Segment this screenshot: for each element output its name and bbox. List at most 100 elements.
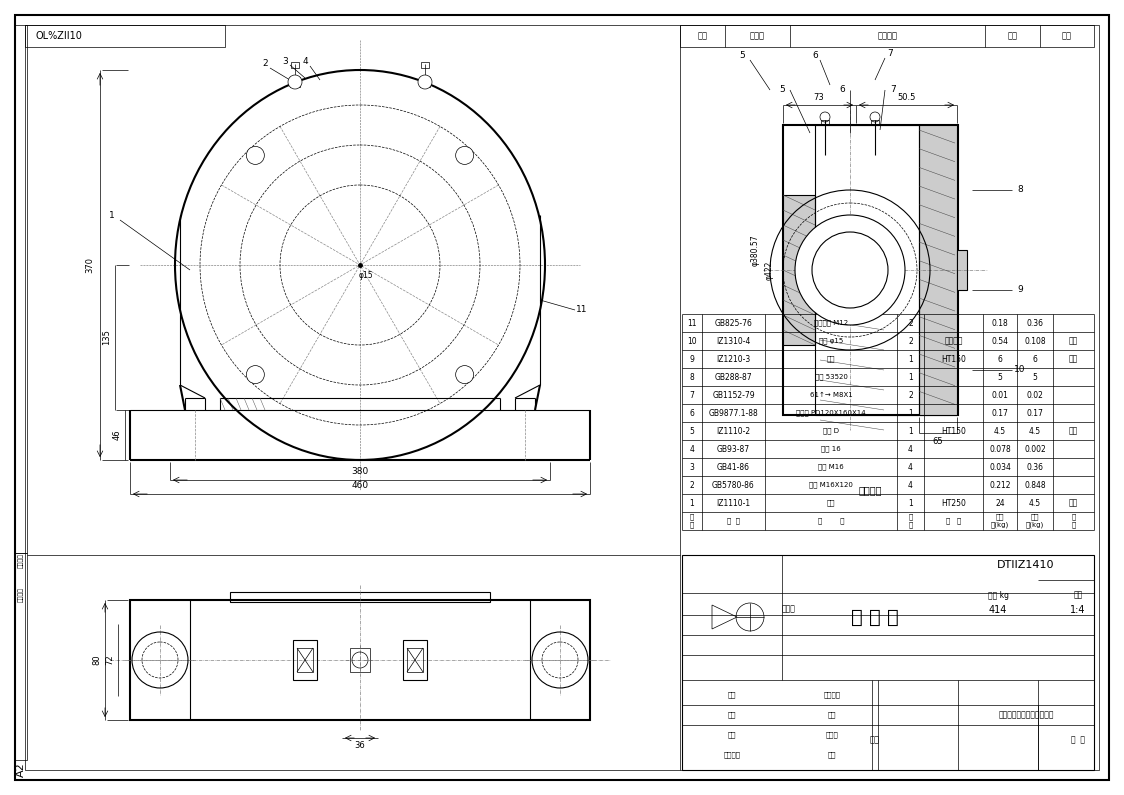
Text: 1: 1: [690, 498, 695, 507]
Text: 10: 10: [1014, 366, 1026, 374]
Text: 螺母 M16: 螺母 M16: [818, 463, 844, 471]
Text: 1: 1: [908, 355, 913, 363]
Text: 460: 460: [352, 482, 369, 491]
Text: 透盖 D: 透盖 D: [823, 428, 839, 434]
Text: GB93-87: GB93-87: [717, 444, 750, 453]
Bar: [404, 640, 427, 680]
Text: 4: 4: [302, 57, 308, 67]
Text: 65: 65: [933, 436, 943, 445]
Text: 6: 6: [689, 409, 695, 417]
Text: 80: 80: [92, 655, 101, 665]
Text: 4: 4: [908, 463, 913, 471]
Text: 4: 4: [689, 444, 695, 453]
Text: 垫圈 16: 垫圈 16: [822, 446, 841, 452]
Text: 总计
重(kg): 总计 重(kg): [1026, 514, 1044, 528]
Text: HT250: HT250: [941, 498, 966, 507]
Bar: [919, 125, 957, 415]
Bar: [422, 62, 429, 68]
Text: 61↑→ M8X1: 61↑→ M8X1: [809, 392, 852, 398]
Text: 名        称: 名 称: [818, 518, 844, 525]
Text: 0.078: 0.078: [989, 444, 1010, 453]
Text: 0.848: 0.848: [1024, 480, 1045, 490]
Text: 9: 9: [689, 355, 695, 363]
Text: 工艺文件: 工艺文件: [724, 752, 741, 758]
Text: 文件号: 文件号: [750, 32, 765, 41]
Text: 重量 kg: 重量 kg: [988, 591, 1008, 599]
Text: 0.18: 0.18: [991, 319, 1008, 328]
Text: 5: 5: [1033, 373, 1037, 382]
Text: GB41-86: GB41-86: [717, 463, 750, 471]
Text: 质量: 质量: [827, 712, 836, 719]
Text: 7: 7: [887, 49, 892, 59]
Text: 414: 414: [989, 605, 1007, 615]
Text: 2: 2: [690, 480, 695, 490]
Text: 技术要求: 技术要求: [859, 485, 881, 495]
Text: 0.54: 0.54: [991, 336, 1008, 346]
Text: 1: 1: [109, 211, 115, 219]
Text: 7: 7: [689, 390, 695, 400]
Text: 1: 1: [908, 426, 913, 436]
Text: 比例: 比例: [1073, 591, 1082, 599]
Circle shape: [455, 146, 473, 165]
Text: φ380.57: φ380.57: [751, 235, 760, 266]
Text: 8: 8: [690, 373, 695, 382]
Text: 轴承 53520: 轴承 53520: [815, 374, 847, 380]
Bar: [815, 125, 919, 415]
Text: 11: 11: [687, 319, 697, 328]
Text: 合同号: 合同号: [782, 604, 796, 614]
Circle shape: [418, 75, 432, 89]
Text: 0.108: 0.108: [1024, 336, 1045, 346]
Text: 72: 72: [106, 655, 115, 665]
Text: 重钢华宁输煤制造有限公司: 重钢华宁输煤制造有限公司: [998, 711, 1054, 719]
Text: 5: 5: [998, 373, 1003, 382]
Text: 380: 380: [352, 467, 369, 476]
Text: 73: 73: [814, 92, 824, 102]
Text: 6: 6: [813, 52, 818, 60]
Text: 4.5: 4.5: [994, 426, 1006, 436]
Text: φ422: φ422: [764, 260, 773, 280]
Text: GB5780-86: GB5780-86: [713, 480, 755, 490]
Bar: [293, 640, 317, 680]
Circle shape: [288, 75, 302, 89]
Text: 6: 6: [1033, 355, 1037, 363]
Text: 绘图人员: 绘图人员: [18, 588, 24, 603]
Text: 5: 5: [779, 86, 785, 95]
Bar: [783, 195, 815, 345]
Text: 9: 9: [1017, 285, 1023, 294]
Bar: [680, 25, 1094, 47]
Text: 11: 11: [577, 305, 588, 315]
Text: 1:4: 1:4: [1070, 605, 1086, 615]
Text: 批准: 批准: [698, 32, 707, 41]
Text: 36: 36: [355, 742, 365, 750]
Bar: [821, 120, 830, 125]
Text: 闷盖: 闷盖: [827, 355, 835, 363]
Text: 图幅代码: 图幅代码: [18, 553, 24, 568]
Bar: [15, 25, 27, 553]
Text: 轴承: 轴承: [827, 500, 835, 506]
Bar: [350, 648, 370, 672]
Bar: [957, 250, 967, 290]
Text: 设计: 设计: [727, 692, 736, 698]
Text: 370: 370: [85, 257, 94, 273]
Text: 135: 135: [102, 330, 111, 346]
Text: 2: 2: [262, 60, 268, 68]
Text: DTIIZ1410: DTIIZ1410: [997, 560, 1054, 570]
Text: HT150: HT150: [941, 426, 966, 436]
Text: IZ1110-1: IZ1110-1: [716, 498, 751, 507]
Text: GB1152-79: GB1152-79: [713, 390, 755, 400]
Text: 备用: 备用: [1069, 336, 1078, 346]
Bar: [871, 120, 879, 125]
Text: 6: 6: [840, 86, 845, 95]
Bar: [230, 592, 490, 602]
Text: 0.36: 0.36: [1026, 463, 1043, 471]
Bar: [297, 648, 312, 672]
Bar: [291, 62, 299, 68]
Text: 日期: 日期: [1062, 32, 1072, 41]
Text: 替件: 替件: [870, 735, 880, 744]
Text: 1: 1: [908, 373, 913, 382]
Text: 3: 3: [282, 56, 288, 65]
Text: 0.01: 0.01: [991, 390, 1008, 400]
Text: 0.034: 0.034: [989, 463, 1010, 471]
Circle shape: [246, 366, 264, 384]
Bar: [25, 25, 225, 47]
